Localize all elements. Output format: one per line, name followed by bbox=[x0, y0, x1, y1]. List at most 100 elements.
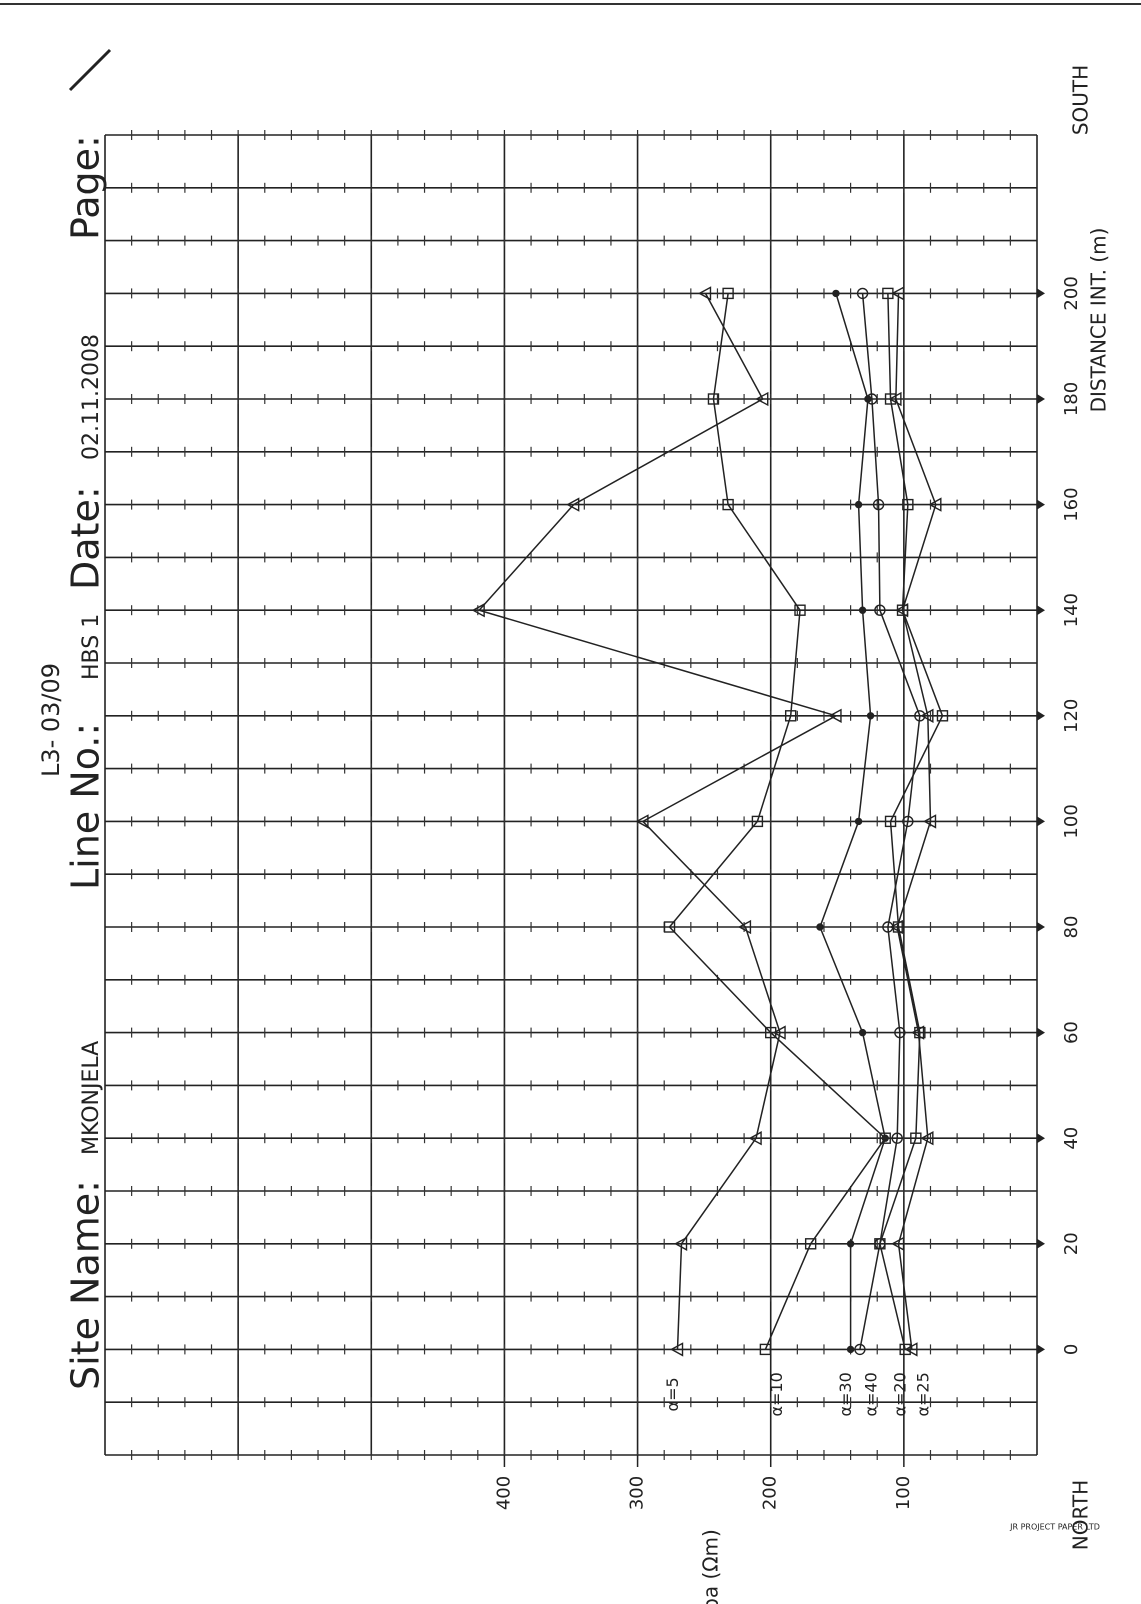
x-tick bbox=[1037, 1238, 1045, 1249]
point bbox=[816, 923, 824, 931]
x-tick bbox=[1037, 499, 1045, 510]
point bbox=[891, 1132, 903, 1144]
page-mark: L3- 03/09 bbox=[37, 663, 65, 777]
point bbox=[794, 604, 806, 616]
line-value: HBS 1 bbox=[79, 614, 104, 680]
point bbox=[902, 498, 914, 511]
series-label: α=20 bbox=[891, 1372, 910, 1416]
point bbox=[904, 1342, 918, 1357]
series-label: α=30 bbox=[836, 1372, 855, 1416]
point bbox=[772, 1025, 786, 1040]
point bbox=[698, 286, 712, 301]
x-tick-label: 40 bbox=[1061, 1127, 1082, 1150]
y-axis-label: ρa (Ωm) bbox=[699, 1529, 723, 1604]
x-tick bbox=[1037, 1027, 1045, 1038]
x-end-top: SOUTH bbox=[1069, 65, 1093, 135]
x-tick-label: 120 bbox=[1061, 699, 1082, 733]
x-tick bbox=[1037, 816, 1045, 827]
date-label: Date: bbox=[64, 486, 108, 590]
point bbox=[928, 497, 942, 512]
point bbox=[566, 497, 580, 512]
series-line bbox=[895, 293, 937, 1350]
point bbox=[914, 1026, 926, 1039]
point bbox=[759, 1343, 772, 1356]
series-label: α=10 bbox=[767, 1372, 786, 1416]
x-tick bbox=[1037, 605, 1045, 616]
point bbox=[748, 1131, 762, 1146]
x-tick bbox=[1037, 394, 1045, 404]
series-line bbox=[879, 293, 944, 1350]
point bbox=[920, 1131, 934, 1146]
point bbox=[866, 393, 878, 405]
x-tick-label: 60 bbox=[1061, 1021, 1082, 1044]
point bbox=[911, 1025, 925, 1040]
point bbox=[635, 814, 649, 829]
corner-mark bbox=[68, 48, 112, 92]
x-tick-label: 100 bbox=[1061, 804, 1082, 838]
x-tick-label: 160 bbox=[1061, 487, 1082, 521]
point bbox=[846, 1345, 855, 1354]
y-tick-label: 100 bbox=[893, 1476, 914, 1510]
y-tick-label: 200 bbox=[760, 1476, 781, 1510]
x-tick-label: 80 bbox=[1061, 916, 1082, 939]
x-tick-label: 20 bbox=[1061, 1232, 1082, 1255]
point bbox=[674, 1236, 688, 1251]
point bbox=[784, 710, 797, 722]
point bbox=[856, 287, 869, 300]
x-tick-label: 200 bbox=[1061, 276, 1082, 310]
series-line bbox=[668, 293, 887, 1350]
x-tick-label: 0 bbox=[1061, 1344, 1082, 1355]
point bbox=[670, 1342, 684, 1357]
point bbox=[858, 1028, 867, 1037]
point bbox=[879, 1132, 891, 1144]
series-line bbox=[477, 293, 838, 1350]
point bbox=[923, 814, 937, 829]
y-tick-label: 400 bbox=[493, 1476, 514, 1510]
point bbox=[888, 391, 902, 407]
point bbox=[854, 500, 863, 509]
point bbox=[891, 1236, 905, 1251]
x-end-bottom: NORTH bbox=[1069, 1480, 1093, 1550]
x-tick bbox=[1037, 1133, 1045, 1144]
point bbox=[663, 921, 676, 933]
point bbox=[872, 498, 885, 511]
point bbox=[914, 710, 926, 722]
site-label: Site Name: bbox=[64, 1180, 108, 1390]
x-tick-label: 180 bbox=[1061, 382, 1082, 416]
point bbox=[854, 817, 863, 826]
point bbox=[722, 498, 734, 511]
point bbox=[751, 815, 764, 828]
site-value: MKONJELA bbox=[79, 1041, 104, 1155]
point bbox=[881, 1134, 889, 1142]
y-tick-label: 300 bbox=[627, 1476, 648, 1510]
point bbox=[828, 708, 842, 723]
x-tick bbox=[1037, 1344, 1045, 1355]
point bbox=[858, 606, 867, 614]
point bbox=[889, 919, 903, 935]
page-label: Page: bbox=[64, 135, 108, 240]
series-label: α=40 bbox=[861, 1372, 880, 1416]
paper-brand: JR PROJECT PAPER LTD bbox=[1009, 1523, 1100, 1532]
point bbox=[832, 289, 840, 298]
point bbox=[899, 1343, 911, 1356]
point bbox=[920, 708, 934, 723]
point bbox=[895, 603, 909, 618]
point bbox=[854, 1343, 866, 1356]
point bbox=[894, 1026, 906, 1039]
point bbox=[902, 815, 914, 828]
point bbox=[471, 603, 485, 618]
point bbox=[936, 710, 949, 722]
x-axis-label: DISTANCE INT. (m) bbox=[1087, 228, 1111, 413]
line-label: Line No.: bbox=[64, 723, 108, 890]
x-tick bbox=[1037, 710, 1045, 721]
x-tick bbox=[1037, 288, 1045, 299]
point bbox=[846, 1240, 855, 1248]
point bbox=[874, 604, 886, 616]
series-line bbox=[859, 293, 921, 1350]
point bbox=[707, 393, 720, 405]
point bbox=[891, 286, 905, 301]
point bbox=[755, 391, 769, 407]
point bbox=[765, 1026, 777, 1039]
series-label: α=25 bbox=[913, 1372, 932, 1416]
